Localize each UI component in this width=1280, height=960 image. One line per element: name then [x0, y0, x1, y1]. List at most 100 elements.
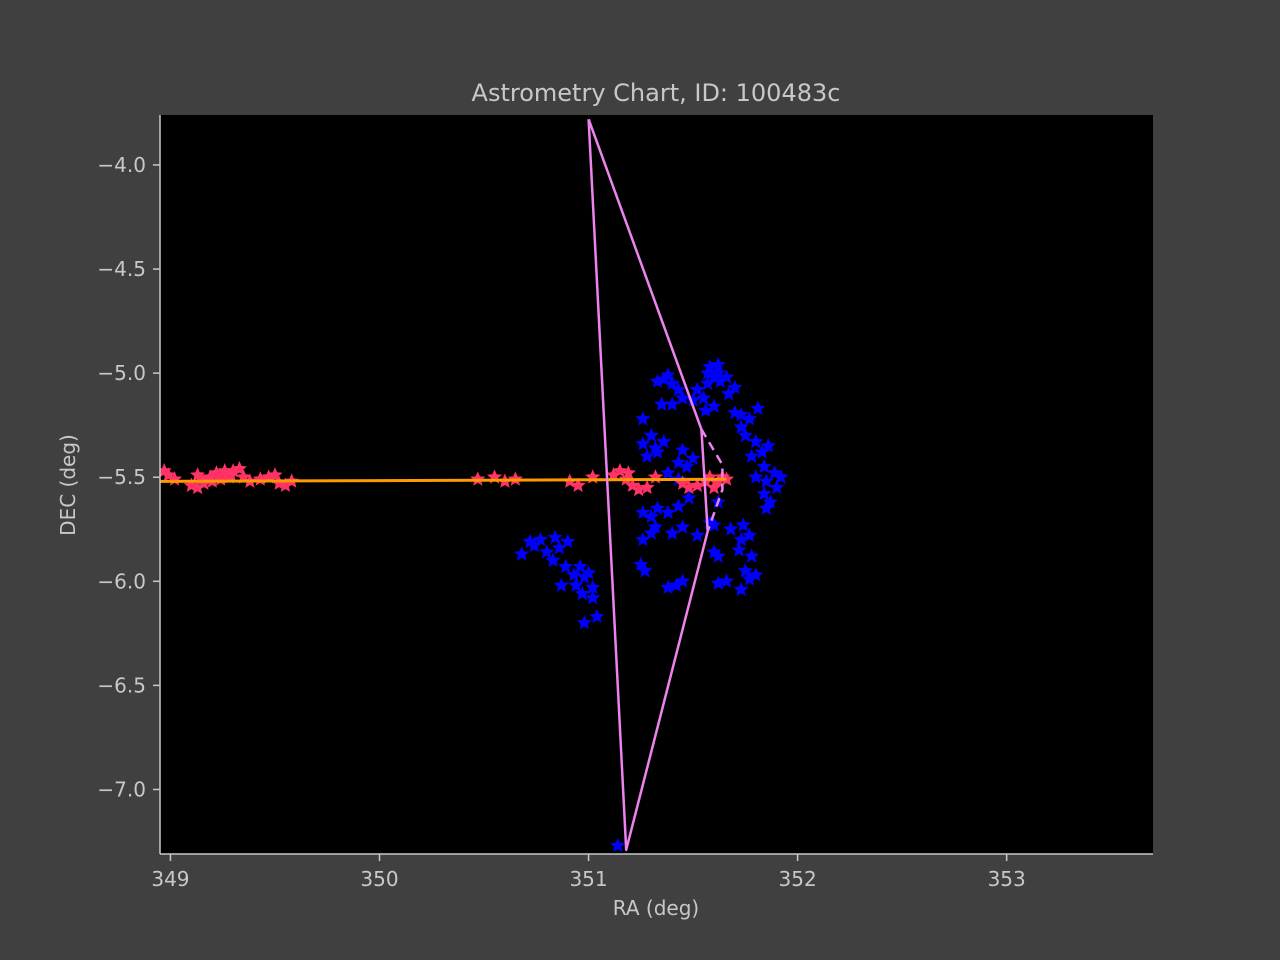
blue-star-point — [675, 442, 691, 457]
blue-star-point — [610, 837, 626, 853]
y-tick-label: −7.0 — [97, 777, 146, 801]
blue-star-point — [760, 438, 776, 453]
blue-star-point — [748, 433, 764, 449]
red-star-point — [208, 465, 225, 480]
data-layer — [160, 118, 789, 853]
blue-star-point — [706, 544, 722, 559]
blue-star-point — [748, 567, 764, 582]
blue-star-point — [712, 373, 728, 388]
blue-star-point — [733, 581, 749, 597]
blue-star-point — [727, 404, 743, 420]
blue-star-point — [574, 585, 590, 601]
blue-star-point — [741, 527, 758, 542]
blue-star-point — [744, 448, 760, 463]
red-star-point — [639, 479, 655, 495]
blue-star-point — [585, 579, 601, 594]
blue-star-point — [522, 533, 538, 549]
blue-star-point — [649, 373, 666, 388]
axes-layer: 349 350 351 352 353 −4.0 −4.5 −5.0 −5.5 −6.0 −6.5 −… — [97, 115, 1153, 891]
blue-star-point — [664, 396, 680, 411]
blue-star-point — [670, 498, 687, 513]
x-tick-label: 352 — [779, 867, 817, 891]
blue-star-point — [741, 410, 758, 426]
red-star-point — [190, 479, 206, 495]
blue-star-point — [767, 465, 783, 480]
blue-star-point — [769, 479, 785, 495]
blue-star-point — [681, 490, 697, 505]
blue-star-point — [748, 469, 764, 484]
blue-star-point — [773, 469, 789, 484]
red-star-point — [689, 477, 705, 492]
x-tick-label: 353 — [988, 867, 1026, 891]
blue-star-point — [702, 358, 718, 374]
track-line — [160, 477, 727, 483]
blue-star-point — [637, 562, 653, 578]
blue-star-point — [572, 558, 588, 574]
blue-star-point — [654, 396, 670, 411]
blue-star-point — [649, 500, 666, 515]
blue-star-point — [679, 458, 695, 474]
blue-star-point — [718, 573, 735, 588]
blue-star-point — [733, 531, 749, 547]
blue-star-point — [710, 575, 726, 590]
blue-star-point — [737, 562, 753, 578]
plot-area — [160, 115, 1153, 854]
x-tick-label: 351 — [569, 867, 607, 891]
blue-star-point — [568, 577, 584, 592]
blue-star-point — [700, 365, 716, 380]
red-star-point — [223, 467, 239, 482]
y-tick-label: −4.0 — [97, 153, 146, 177]
blue-star-point — [685, 392, 701, 407]
y-tick-label: −5.5 — [97, 465, 146, 489]
blue-star-point — [553, 577, 569, 592]
blue-star-point — [710, 548, 726, 563]
blue-star-point — [576, 614, 592, 630]
blue-star-point — [756, 458, 772, 474]
red-star-point — [507, 471, 523, 486]
blue-star-point — [539, 544, 555, 559]
blue-star-point — [758, 473, 774, 488]
blue-star-point — [660, 367, 676, 382]
blue-star-point — [585, 590, 601, 605]
blue-star-point — [741, 571, 758, 586]
blue-star-point — [532, 531, 549, 547]
blue-star-point — [685, 450, 701, 465]
blue-star-point — [635, 435, 651, 451]
blue-star-point — [710, 356, 726, 372]
blue-star-point — [723, 521, 739, 536]
blue-star-point — [558, 558, 574, 574]
blue-star-point — [762, 494, 778, 509]
blue-star-point — [635, 410, 651, 426]
blue-star-point — [664, 525, 680, 540]
blue-star-point — [514, 546, 530, 561]
blue-star-point — [649, 444, 666, 459]
y-tick-label: −6.5 — [97, 673, 146, 697]
blue-star-point — [647, 519, 664, 534]
blue-star-point — [700, 375, 716, 390]
blue-star-point — [689, 381, 705, 397]
blue-star-point — [643, 508, 659, 524]
chart-title: Astrometry Chart, ID: 100483c — [472, 79, 841, 107]
blue-star-point — [731, 542, 747, 557]
blue-star-point — [675, 390, 691, 405]
blue-star-point — [756, 485, 772, 501]
red-star-point — [706, 479, 722, 495]
blue-star-point — [727, 379, 743, 395]
blue-star-point — [560, 533, 576, 549]
red-star-point — [570, 477, 586, 492]
blue-star-point — [551, 540, 567, 555]
blue-star-point — [689, 527, 705, 542]
blue-star-point — [526, 537, 542, 553]
blue-star-point — [750, 400, 766, 415]
blue-star-point — [744, 548, 760, 563]
red-star-point — [718, 471, 735, 486]
red-star-point — [277, 477, 293, 492]
blue-star-point — [670, 381, 687, 397]
blue-star-point — [576, 569, 592, 584]
blue-star-point — [721, 385, 737, 401]
blue-star-point — [656, 433, 672, 449]
blue-star-point — [643, 427, 659, 443]
y-axis-label: DEC (deg) — [56, 434, 80, 536]
blue-star-point — [754, 444, 770, 459]
